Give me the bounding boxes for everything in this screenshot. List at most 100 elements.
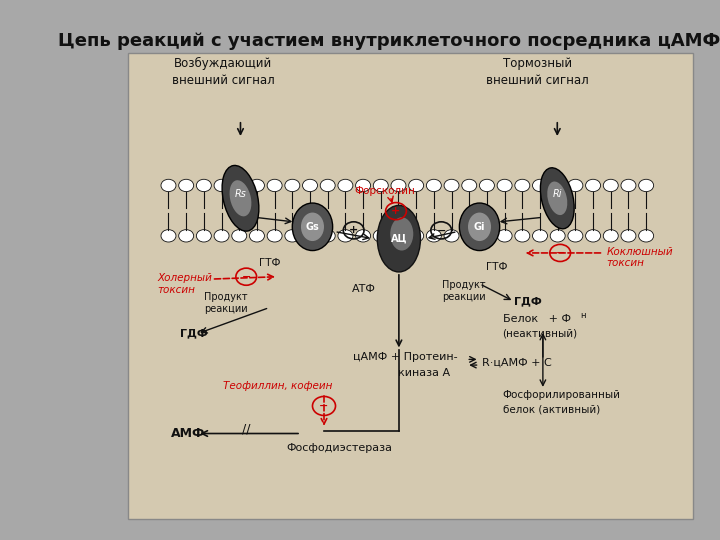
- Text: Фосфорилированный: Фосфорилированный: [503, 390, 621, 401]
- Circle shape: [161, 179, 176, 192]
- Text: ГДФ: ГДФ: [180, 329, 208, 339]
- Text: Цепь реакций с участием внутриклеточного посредника цАМФ: Цепь реакций с участием внутриклеточного…: [58, 32, 720, 50]
- Circle shape: [426, 179, 441, 192]
- Circle shape: [179, 230, 194, 242]
- Ellipse shape: [292, 203, 333, 251]
- Text: Фосфодиэстераза: Фосфодиэстераза: [287, 443, 392, 453]
- Circle shape: [533, 230, 547, 242]
- Circle shape: [497, 230, 512, 242]
- Circle shape: [409, 179, 423, 192]
- Circle shape: [426, 230, 441, 242]
- Text: +: +: [349, 225, 359, 235]
- Ellipse shape: [390, 217, 413, 251]
- Ellipse shape: [222, 165, 259, 231]
- Circle shape: [462, 179, 477, 192]
- Circle shape: [285, 230, 300, 242]
- Text: −: −: [241, 272, 251, 282]
- Circle shape: [409, 230, 423, 242]
- Circle shape: [515, 230, 530, 242]
- Text: Теофиллин, кофеин: Теофиллин, кофеин: [223, 381, 333, 391]
- Circle shape: [621, 230, 636, 242]
- Circle shape: [444, 179, 459, 192]
- Circle shape: [585, 230, 600, 242]
- Text: ГДФ: ГДФ: [514, 296, 542, 306]
- Circle shape: [302, 179, 318, 192]
- Circle shape: [285, 179, 300, 192]
- Ellipse shape: [377, 205, 420, 272]
- Circle shape: [373, 230, 388, 242]
- Text: Gs: Gs: [305, 222, 320, 232]
- Circle shape: [267, 179, 282, 192]
- Circle shape: [214, 230, 229, 242]
- Circle shape: [533, 179, 547, 192]
- Circle shape: [356, 230, 371, 242]
- Circle shape: [338, 179, 353, 192]
- Text: ГТФ: ГТФ: [486, 262, 508, 272]
- Circle shape: [639, 179, 654, 192]
- Text: Продукт
реакции: Продукт реакции: [442, 280, 486, 302]
- Circle shape: [480, 230, 495, 242]
- Circle shape: [161, 230, 176, 242]
- Circle shape: [391, 230, 406, 242]
- Text: −: −: [319, 401, 329, 411]
- Circle shape: [197, 179, 212, 192]
- Text: −: −: [555, 248, 565, 258]
- Text: Холерный
токсин: Холерный токсин: [157, 273, 212, 295]
- Circle shape: [550, 179, 565, 192]
- Text: н: н: [580, 312, 586, 320]
- Text: ГТФ: ГТФ: [258, 259, 280, 268]
- Circle shape: [550, 230, 565, 242]
- Text: белок (активный): белок (активный): [503, 405, 600, 415]
- Circle shape: [302, 230, 318, 242]
- Circle shape: [603, 230, 618, 242]
- Text: Белок   + Ф: Белок + Ф: [503, 314, 570, 325]
- Ellipse shape: [547, 181, 567, 215]
- Circle shape: [373, 179, 388, 192]
- Circle shape: [585, 179, 600, 192]
- Ellipse shape: [468, 213, 491, 241]
- Text: Тормозный
внешний сигнал: Тормозный внешний сигнал: [486, 57, 588, 87]
- Text: //: //: [242, 422, 251, 435]
- Text: (неактивный): (неактивный): [503, 329, 577, 339]
- Circle shape: [249, 179, 264, 192]
- Text: Rs: Rs: [235, 188, 246, 199]
- Circle shape: [391, 179, 406, 192]
- Circle shape: [621, 179, 636, 192]
- Circle shape: [249, 230, 264, 242]
- Text: АМФ: АМФ: [171, 427, 206, 440]
- Circle shape: [267, 230, 282, 242]
- Text: Коклюшный
токсин: Коклюшный токсин: [606, 247, 673, 268]
- Circle shape: [603, 179, 618, 192]
- Circle shape: [214, 179, 229, 192]
- Circle shape: [462, 230, 477, 242]
- Circle shape: [568, 179, 583, 192]
- Text: +: +: [392, 206, 400, 216]
- Circle shape: [515, 179, 530, 192]
- Ellipse shape: [230, 180, 251, 217]
- Circle shape: [497, 179, 512, 192]
- Text: Форсколин: Форсколин: [354, 186, 415, 196]
- Circle shape: [444, 230, 459, 242]
- Text: Gi: Gi: [474, 222, 485, 232]
- Ellipse shape: [459, 203, 500, 251]
- Circle shape: [320, 230, 336, 242]
- Text: АТФ: АТФ: [352, 284, 377, 294]
- Circle shape: [179, 179, 194, 192]
- Text: Продукт
реакции: Продукт реакции: [204, 292, 248, 314]
- Circle shape: [639, 230, 654, 242]
- Circle shape: [232, 179, 247, 192]
- Text: R·цАМФ + С: R·цАМФ + С: [482, 357, 552, 367]
- Text: Ri: Ri: [552, 188, 562, 199]
- Text: АЦ: АЦ: [391, 234, 407, 244]
- Ellipse shape: [301, 213, 324, 241]
- Circle shape: [197, 230, 212, 242]
- Text: Возбуждающий
внешний сигнал: Возбуждающий внешний сигнал: [172, 57, 274, 87]
- Text: −: −: [436, 225, 446, 235]
- Circle shape: [568, 230, 583, 242]
- Circle shape: [480, 179, 495, 192]
- Circle shape: [338, 230, 353, 242]
- FancyBboxPatch shape: [128, 53, 693, 519]
- Circle shape: [232, 230, 247, 242]
- Circle shape: [320, 179, 336, 192]
- Ellipse shape: [541, 168, 574, 229]
